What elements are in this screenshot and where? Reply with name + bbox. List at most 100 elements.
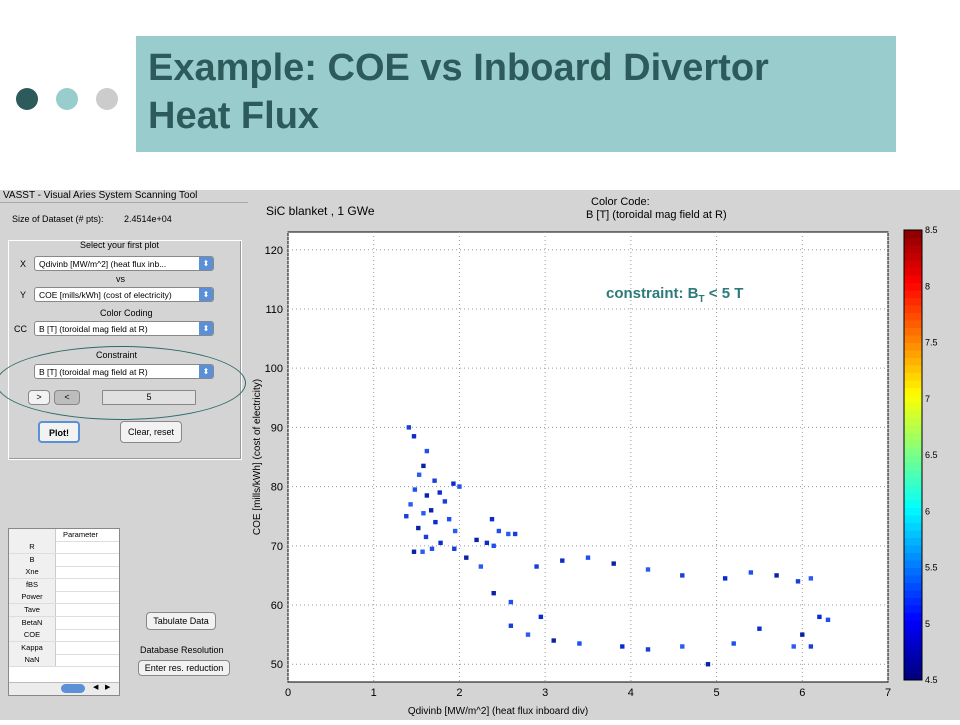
colorbar-segment <box>904 515 922 523</box>
dataset-value: 2.4514e+04 <box>124 214 172 224</box>
data-point <box>808 576 814 581</box>
scatter-chart: 0 1 2 3 4 5 6 7 50 60 70 80 90 100 110 120 4.5 5 5.5 6 6.5 7… <box>252 196 938 717</box>
window-title: VASST - Visual Aries System Scanning Too… <box>3 190 198 201</box>
data-point <box>791 644 796 649</box>
x-axis-label: X <box>20 259 27 269</box>
x-tick-label: 3 <box>542 687 548 699</box>
data-point <box>680 573 685 578</box>
y-axis-select[interactable]: COE [mills/kWh] (cost of electricity) ⬍ <box>34 287 214 302</box>
color-coding-select-value: B [T] (toroidal mag field at R) <box>39 324 148 334</box>
data-point <box>645 647 651 652</box>
vs-label: vs <box>116 274 125 284</box>
colorbar-segment <box>904 297 922 306</box>
table-row[interactable]: Power <box>9 591 119 605</box>
plot-button[interactable]: Plot! <box>38 421 80 443</box>
data-point <box>645 567 651 572</box>
colorbar-segment <box>904 590 922 598</box>
data-point <box>808 644 814 649</box>
data-point <box>424 448 430 454</box>
colorbar-segment <box>904 402 922 411</box>
colorbar-segment <box>904 462 922 471</box>
data-point <box>538 614 544 620</box>
colorbar-tick-label: 5 <box>925 619 930 629</box>
data-point <box>757 626 762 631</box>
y-axis-label: Y <box>20 290 27 300</box>
data-point <box>496 528 502 534</box>
data-point <box>722 576 728 581</box>
color-coding-select[interactable]: B [T] (toroidal mag field at R) ⬍ <box>34 321 214 336</box>
colorbar-segment <box>904 440 922 448</box>
data-point <box>416 472 422 477</box>
x-axis-select[interactable]: Qdivinb [MW/m^2] (heat flux inb... ⬍ <box>34 256 214 271</box>
data-point <box>774 573 779 578</box>
colorbar-segment <box>904 275 922 283</box>
table-row-label: Tave <box>9 604 56 616</box>
colorbar-segment <box>904 320 922 328</box>
table-row[interactable]: Xne <box>9 566 119 580</box>
scroll-right-icon[interactable]: ▶ <box>105 684 111 691</box>
colorbar-tick-label: 6.5 <box>925 450 938 460</box>
colorbar-segment <box>904 545 922 553</box>
cc-label: CC <box>14 324 27 334</box>
table-row[interactable]: fBS <box>9 578 119 592</box>
data-point <box>611 561 616 566</box>
data-point <box>560 558 565 563</box>
vasst-gui-panel: VASST - Visual Aries System Scanning Too… <box>0 190 250 720</box>
table-row[interactable]: NaN <box>9 654 119 668</box>
data-point <box>404 514 409 519</box>
constraint-highlight-ellipse <box>0 346 246 420</box>
constraint-subscript: T <box>699 294 705 305</box>
resolution-reduction-button[interactable]: Enter res. reduction <box>138 660 230 676</box>
scroll-left-icon[interactable]: ◀ <box>93 684 99 691</box>
data-point <box>491 590 496 596</box>
table-row-label: R <box>9 541 56 553</box>
table-row[interactable]: B <box>9 553 119 567</box>
data-points <box>404 425 831 667</box>
data-point <box>437 490 442 495</box>
data-point <box>432 478 437 483</box>
clear-reset-button[interactable]: Clear, reset <box>120 421 182 443</box>
table-row-label: Kappa <box>9 641 56 654</box>
colorbar-segment <box>904 327 922 336</box>
colorbar-segment <box>904 410 922 418</box>
colorbar-tick-label: 8.5 <box>925 225 938 235</box>
colorbar-segment <box>904 665 922 673</box>
colorbar-segment <box>904 537 922 546</box>
colorbar-segment <box>904 342 922 351</box>
scroll-thumb[interactable] <box>61 684 85 693</box>
colorbar-segment <box>904 252 922 261</box>
colorbar-segment <box>904 672 922 681</box>
table-row[interactable]: Tave <box>9 604 119 617</box>
colorbar-tick-label: 7 <box>925 394 930 404</box>
table-row[interactable]: BetaN <box>9 616 119 630</box>
title-divider <box>0 202 250 203</box>
data-point <box>817 614 822 620</box>
data-point <box>795 579 801 584</box>
colorbar-segment <box>904 380 922 388</box>
data-point <box>705 662 711 667</box>
screenshot-area: VASST - Visual Aries System Scanning Too… <box>0 190 960 720</box>
table-row-label: COE <box>9 629 56 642</box>
x-axis-title: Qdivinb [MW/m^2] (heat flux inboard div) <box>408 706 588 717</box>
table-row-label: Power <box>9 591 56 604</box>
blanket-label: SiC blanket , 1 GWe <box>266 204 375 218</box>
colorbar-segment <box>904 657 922 666</box>
colorbar-segment <box>904 245 922 253</box>
colorbar-segment <box>904 350 922 358</box>
table-row-label: Xne <box>9 566 56 579</box>
table-scrollbar[interactable]: ◀ ▶ <box>9 682 119 695</box>
data-point <box>825 617 831 623</box>
table-row[interactable]: Kappa <box>9 641 119 655</box>
table-row-label: NaN <box>9 654 56 667</box>
data-point <box>731 641 736 646</box>
y-tick-label: 100 <box>265 363 283 375</box>
tabulate-data-button[interactable]: Tabulate Data <box>146 612 216 630</box>
data-point <box>457 484 462 489</box>
table-row[interactable]: COE <box>9 629 119 643</box>
slide-title: Example: COE vs Inboard Divertor Heat Fl… <box>148 47 769 137</box>
data-point <box>452 528 458 534</box>
x-tick-label: 4 <box>628 687 634 699</box>
data-point <box>428 508 434 513</box>
table-row[interactable]: R <box>9 541 119 554</box>
data-point <box>474 537 479 543</box>
